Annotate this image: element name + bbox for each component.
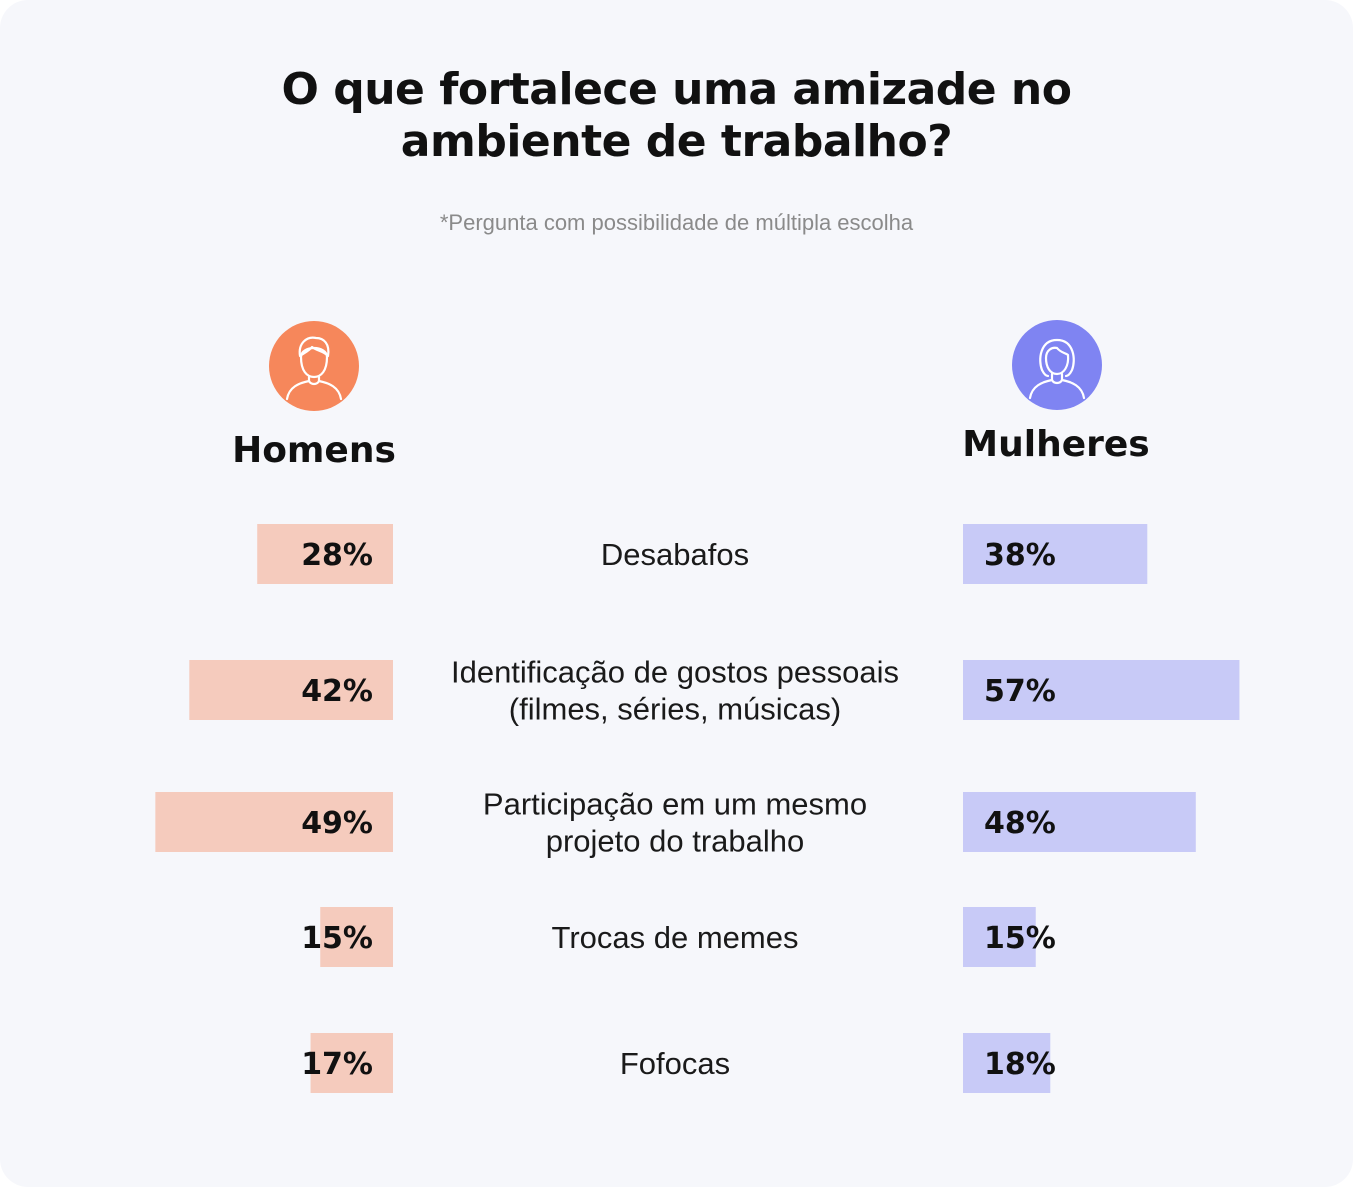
category-label: Fofocas (620, 1046, 730, 1081)
category-label: Trocas de memes (552, 920, 799, 955)
title-line-2: ambiente de trabalho? (400, 116, 953, 167)
women-value-label: 57% (984, 674, 1056, 709)
women-value-label: 18% (984, 1047, 1056, 1082)
category-label: Participação em um mesmo (483, 787, 867, 822)
men-value-label: 28% (301, 538, 373, 573)
men-bar (155, 792, 393, 852)
men-value-label: 49% (301, 806, 373, 841)
women-bar (963, 792, 1196, 852)
women-value-label: 38% (984, 538, 1056, 573)
men-bar (320, 907, 393, 967)
women-group-label: Mulheres (962, 424, 1150, 465)
men-bar (257, 524, 393, 584)
chart-subtitle: *Pergunta com possibilidade de múltipla … (439, 210, 914, 235)
woman-avatar-icon (1012, 320, 1102, 410)
men-value-label: 15% (301, 921, 373, 956)
men-bar (310, 1033, 393, 1093)
category-label: Identificação de gostos pessoais (451, 655, 899, 690)
title-line-1: O que fortalece uma amizade no (281, 64, 1072, 115)
man-avatar-icon (269, 321, 359, 411)
category-label: projeto do trabalho (546, 824, 805, 859)
chart-title: O que fortalece uma amizade no ambiente … (0, 64, 1353, 168)
women-bar (963, 524, 1148, 584)
category-label: (filmes, séries, músicas) (509, 692, 841, 727)
women-value-label: 48% (984, 806, 1056, 841)
men-group-label: Homens (232, 430, 396, 471)
men-bar (189, 660, 393, 720)
men-value-label: 17% (301, 1047, 373, 1082)
women-bar (963, 1033, 1051, 1093)
women-bar (963, 907, 1036, 967)
women-value-label: 15% (984, 921, 1056, 956)
women-bar (963, 660, 1240, 720)
men-value-label: 42% (301, 674, 373, 709)
category-label: Desabafos (601, 537, 749, 572)
